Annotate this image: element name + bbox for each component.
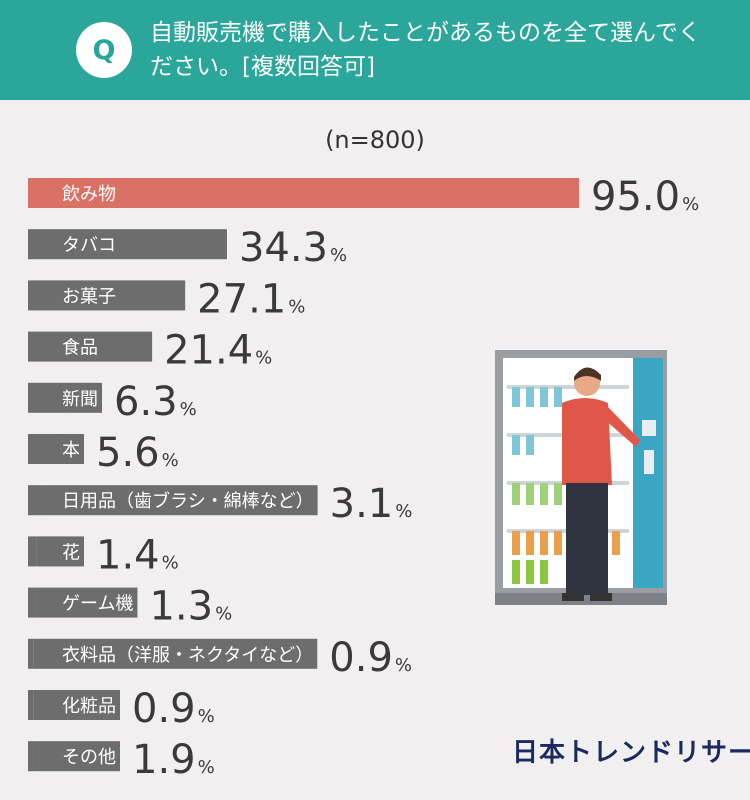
label-background [35, 587, 138, 618]
vending-machine-illustration [495, 350, 667, 605]
bar [28, 638, 34, 669]
value-label: 0.9 [329, 635, 393, 681]
bar [28, 229, 227, 260]
percent-unit: % [395, 501, 412, 522]
sample-size: (n=800) [325, 126, 425, 154]
percent-unit: % [198, 706, 215, 727]
bar [28, 434, 61, 464]
percent-unit: % [180, 399, 197, 420]
value-label: 95.0 [591, 174, 680, 220]
category-label: 飲み物 [62, 184, 116, 205]
question-header: Q 自動販売機で購入したことがあるものを全て選んでください。[複数回答可] [0, 0, 750, 100]
value-label: 3.1 [330, 481, 394, 527]
value-label: 6.3 [114, 379, 178, 425]
label-background [45, 485, 318, 516]
category-label: 本 [62, 440, 80, 461]
label-background [64, 382, 102, 413]
bar [28, 280, 186, 311]
question-text: 自動販売機で購入したことがあるものを全て選んでください。[複数回答可] [150, 20, 701, 80]
percent-unit: % [255, 348, 272, 369]
value-label: 21.4 [164, 328, 253, 374]
percent-unit: % [198, 757, 215, 778]
brand-logo: 日本トレンドリサーチ [512, 738, 750, 768]
percent-unit: % [162, 552, 179, 573]
category-label: 食品 [62, 338, 98, 359]
bar [28, 485, 46, 516]
category-label: その他 [62, 747, 116, 768]
category-label: タバコ [62, 235, 116, 256]
percent-unit: % [215, 604, 232, 625]
bar [28, 331, 153, 362]
category-label: 花 [62, 542, 80, 563]
value-label: 27.1 [197, 276, 286, 322]
bar [28, 741, 40, 772]
category-label: 衣料品（洋服・ネクタイなど） [62, 645, 313, 666]
label-background [36, 536, 84, 567]
value-label: 1.3 [149, 584, 213, 630]
percent-unit: % [162, 450, 179, 471]
value-label: 34.3 [239, 225, 328, 271]
bar [28, 178, 579, 208]
percent-unit: % [288, 296, 305, 317]
value-label: 0.9 [132, 686, 196, 732]
percent-unit: % [682, 194, 699, 215]
category-label: ゲーム機 [62, 594, 133, 615]
bar [28, 536, 37, 567]
category-label: 化粧品 [62, 696, 116, 717]
value-label: 1.9 [132, 737, 196, 783]
percent-unit: % [395, 655, 412, 676]
label-background [39, 741, 120, 772]
bar [28, 587, 36, 618]
value-label: 1.4 [96, 532, 160, 578]
category-label: 新聞 [62, 389, 98, 410]
bar [28, 690, 34, 720]
q-badge-icon: Q [76, 22, 132, 78]
bar [28, 382, 65, 413]
label-background [33, 690, 120, 720]
category-label: お菓子 [62, 286, 116, 307]
category-label: 日用品（歯ブラシ・綿棒など） [62, 490, 314, 512]
value-label: 5.6 [96, 430, 160, 476]
label-background [33, 638, 318, 669]
percent-unit: % [330, 245, 347, 266]
label-background [60, 434, 84, 464]
